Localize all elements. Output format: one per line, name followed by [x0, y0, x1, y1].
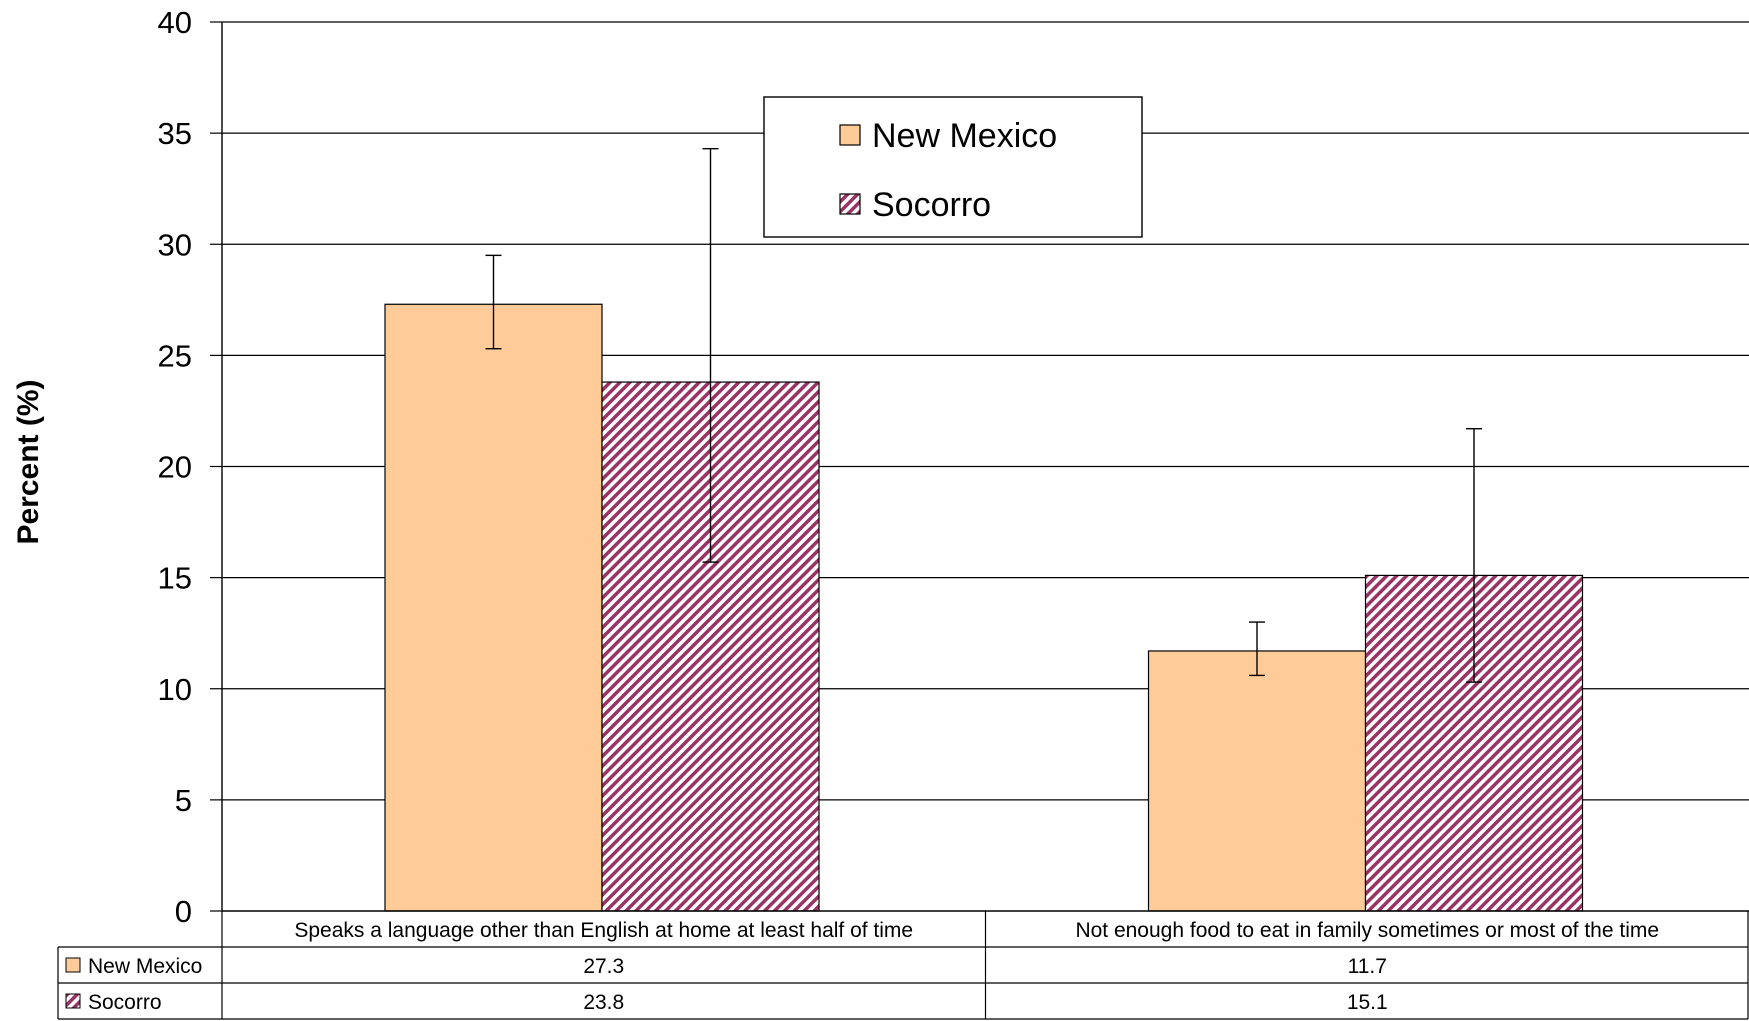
- legend-swatch: [839, 193, 861, 215]
- data-table: Speaks a language other than English at …: [57, 911, 1749, 1020]
- legend-box: [763, 96, 1143, 238]
- y-tick-label: 25: [158, 338, 192, 373]
- table-legend-swatch: [65, 993, 81, 1009]
- legend: New Mexico Socorro: [763, 96, 1143, 238]
- y-tick-label: 40: [158, 5, 192, 40]
- y-tick-label: 20: [158, 450, 192, 485]
- table-value: 23.8: [583, 991, 624, 1014]
- y-tick-label: 10: [158, 672, 192, 707]
- table-value: 15.1: [1347, 991, 1388, 1014]
- bar: [1147, 650, 1367, 912]
- y-tick-label: 0: [175, 894, 192, 929]
- y-tick-label: 5: [175, 783, 192, 818]
- y-tick-label: 35: [158, 116, 192, 151]
- table-value: 11.7: [1348, 955, 1387, 978]
- table-value: 27.3: [583, 955, 624, 978]
- y-tick-label: 15: [158, 561, 192, 596]
- legend-label: Socorro: [872, 186, 991, 224]
- bars: [384, 303, 1584, 912]
- category-label: Speaks a language other than English at …: [294, 919, 913, 942]
- table-series-name: New Mexico: [88, 955, 202, 978]
- y-axis-label: Percent (%): [12, 379, 45, 544]
- table-series-name: Socorro: [88, 991, 162, 1014]
- y-tick-label: 30: [158, 227, 192, 262]
- legend-label: New Mexico: [872, 117, 1057, 155]
- category-label: Not enough food to eat in family sometim…: [1075, 919, 1659, 942]
- bar: [384, 303, 603, 912]
- axes: 0 5 10 15 20 25 30 35 40: [158, 5, 223, 929]
- table-legend-swatch: [65, 957, 81, 973]
- legend-swatch: [839, 124, 861, 146]
